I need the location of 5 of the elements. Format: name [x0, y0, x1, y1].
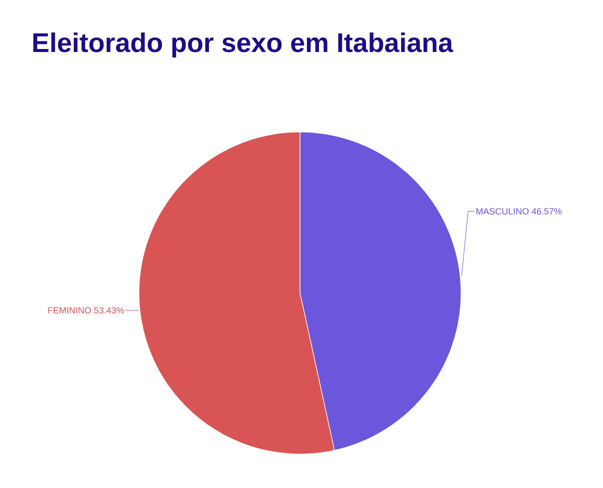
- data-label: 46.57%: [532, 208, 562, 214]
- slice-label: MASCULINO: [476, 208, 529, 214]
- slice-label: FEMININO: [48, 307, 91, 314]
- chart-title: Eleitorado por sexo em Itabaiana: [33, 32, 454, 58]
- data-label: 53.43%: [94, 307, 124, 314]
